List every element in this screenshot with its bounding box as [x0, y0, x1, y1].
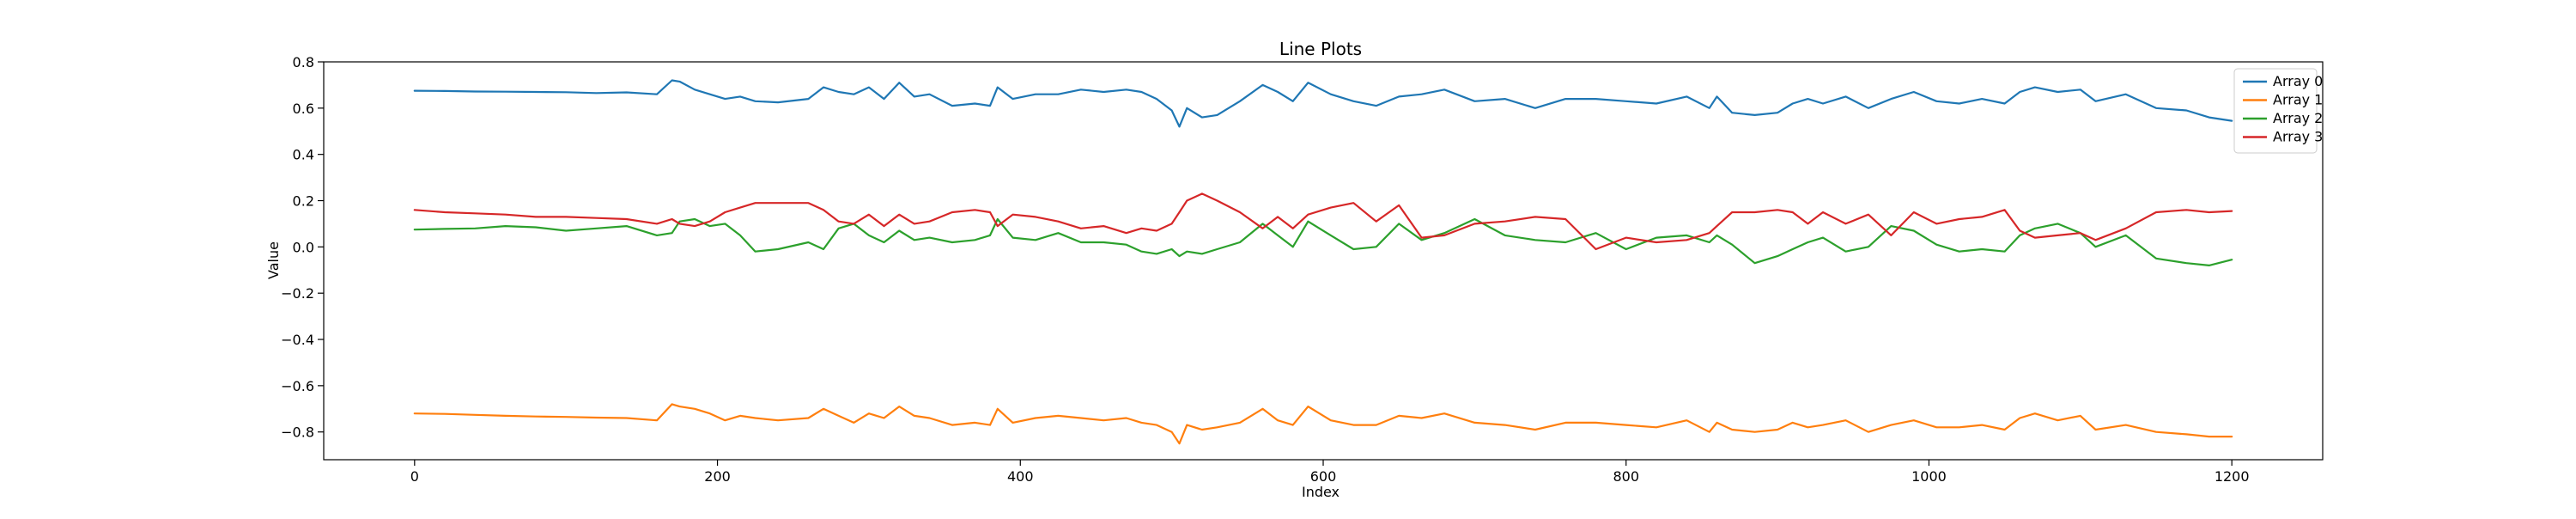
x-tick-label: 400	[1007, 468, 1034, 485]
y-tick-label: −0.2	[281, 285, 314, 302]
y-axis-label: Value	[265, 241, 282, 279]
x-axis-label: Index	[1302, 484, 1340, 500]
series-line-3	[413, 192, 2233, 251]
series-line-0	[413, 79, 2233, 128]
legend-box	[2233, 68, 2318, 154]
x-tick-label: 1000	[1911, 468, 1947, 485]
x-tick-label: 800	[1613, 468, 1639, 485]
plot-frame	[323, 61, 2324, 461]
chart-title: Line Plots	[1279, 39, 1362, 59]
x-tick-label: 0	[410, 468, 419, 485]
legend-label-1: Array 1	[2273, 92, 2323, 108]
legend-label-0: Array 0	[2273, 73, 2323, 89]
legend-label-3: Array 3	[2273, 129, 2323, 145]
legend: Array 0 Array 1 Array 2 Array 3	[2233, 68, 2323, 154]
y-tick-label: 0.4	[293, 147, 314, 163]
y-tick-label: −0.8	[281, 424, 314, 441]
x-axis: 0 200 400 600 800 1000 1200	[410, 460, 2250, 485]
y-axis: −0.8 −0.6 −0.4 −0.2 0.0 0.2 0.4 0.6 0.8	[281, 54, 324, 441]
x-tick-label: 600	[1310, 468, 1337, 485]
y-tick-label: 0.0	[293, 239, 314, 255]
x-tick-label: 1200	[2215, 468, 2250, 485]
y-tick-label: 0.2	[293, 193, 314, 210]
series-line-2	[413, 217, 2233, 266]
plot-area	[323, 61, 2324, 461]
x-tick-label: 200	[704, 468, 731, 485]
legend-label-2: Array 2	[2273, 110, 2323, 126]
y-tick-label: 0.8	[293, 54, 314, 70]
y-tick-label: 0.6	[293, 101, 314, 117]
y-tick-label: −0.4	[281, 332, 314, 348]
series-line-1	[413, 403, 2233, 445]
y-tick-label: −0.6	[281, 378, 314, 394]
